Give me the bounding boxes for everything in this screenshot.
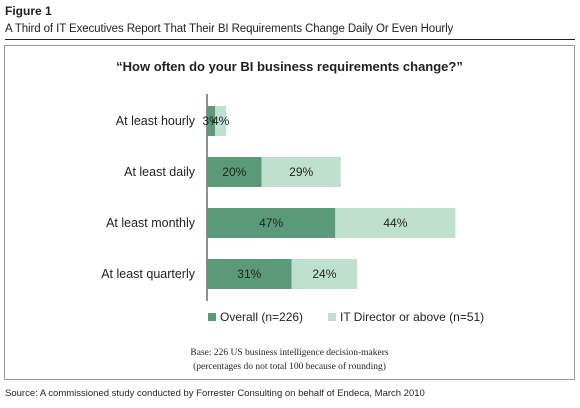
legend-item-it-director: IT Director or above (n=51) (328, 310, 484, 324)
legend-label-overall: Overall (n=226) (220, 310, 304, 324)
base-note: Base: 226 US business intelligence decis… (4, 346, 575, 374)
bar-overall-at-least-monthly (207, 208, 336, 238)
legend-item-overall: Overall (n=226) (208, 310, 303, 324)
category-label-at-least-daily: At least daily (124, 165, 196, 179)
category-label-at-least-hourly: At least hourly (116, 114, 196, 128)
data-label-overall-at-least-daily: 20% (222, 165, 246, 179)
data-label-it-director-at-least-quarterly: 24% (312, 267, 336, 281)
data-label-it-director-at-least-daily: 29% (289, 165, 313, 179)
bar-it-director-at-least-monthly (335, 208, 456, 238)
base-note-line2: (percentages do not total 100 because of… (193, 362, 386, 372)
category-label-at-least-monthly: At least monthly (106, 216, 196, 230)
data-label-overall-at-least-quarterly: 31% (237, 267, 261, 281)
figure-label: Figure 1 (5, 4, 52, 18)
legend-label-it-director: IT Director or above (n=51) (340, 310, 485, 324)
chart-frame (4, 45, 575, 380)
chart-title: “How often do your BI business requireme… (116, 59, 463, 74)
bar-overall-at-least-quarterly (207, 259, 292, 289)
data-label-overall-at-least-monthly: 47% (259, 216, 283, 230)
figure-title: A Third of IT Executives Report That The… (5, 23, 454, 35)
legend-swatch-it-director (328, 313, 336, 321)
bar-overall-at-least-hourly (207, 106, 216, 136)
category-label-at-least-quarterly: At least quarterly (101, 267, 196, 281)
bar-it-director-at-least-quarterly (291, 259, 358, 289)
data-label-it-director-at-least-monthly: 44% (383, 216, 407, 230)
bar-overall-at-least-daily (207, 157, 262, 187)
legend-swatch-overall (208, 313, 216, 321)
base-note-line1: Base: 226 US business intelligence decis… (190, 348, 389, 358)
title-rule (5, 39, 575, 40)
source-note: Source: A commissioned study conducted b… (5, 388, 425, 399)
bar-it-director-at-least-daily (261, 157, 341, 187)
bar-it-director-at-least-hourly (215, 106, 227, 136)
data-label-it-director-at-least-hourly: 4% (212, 114, 230, 128)
